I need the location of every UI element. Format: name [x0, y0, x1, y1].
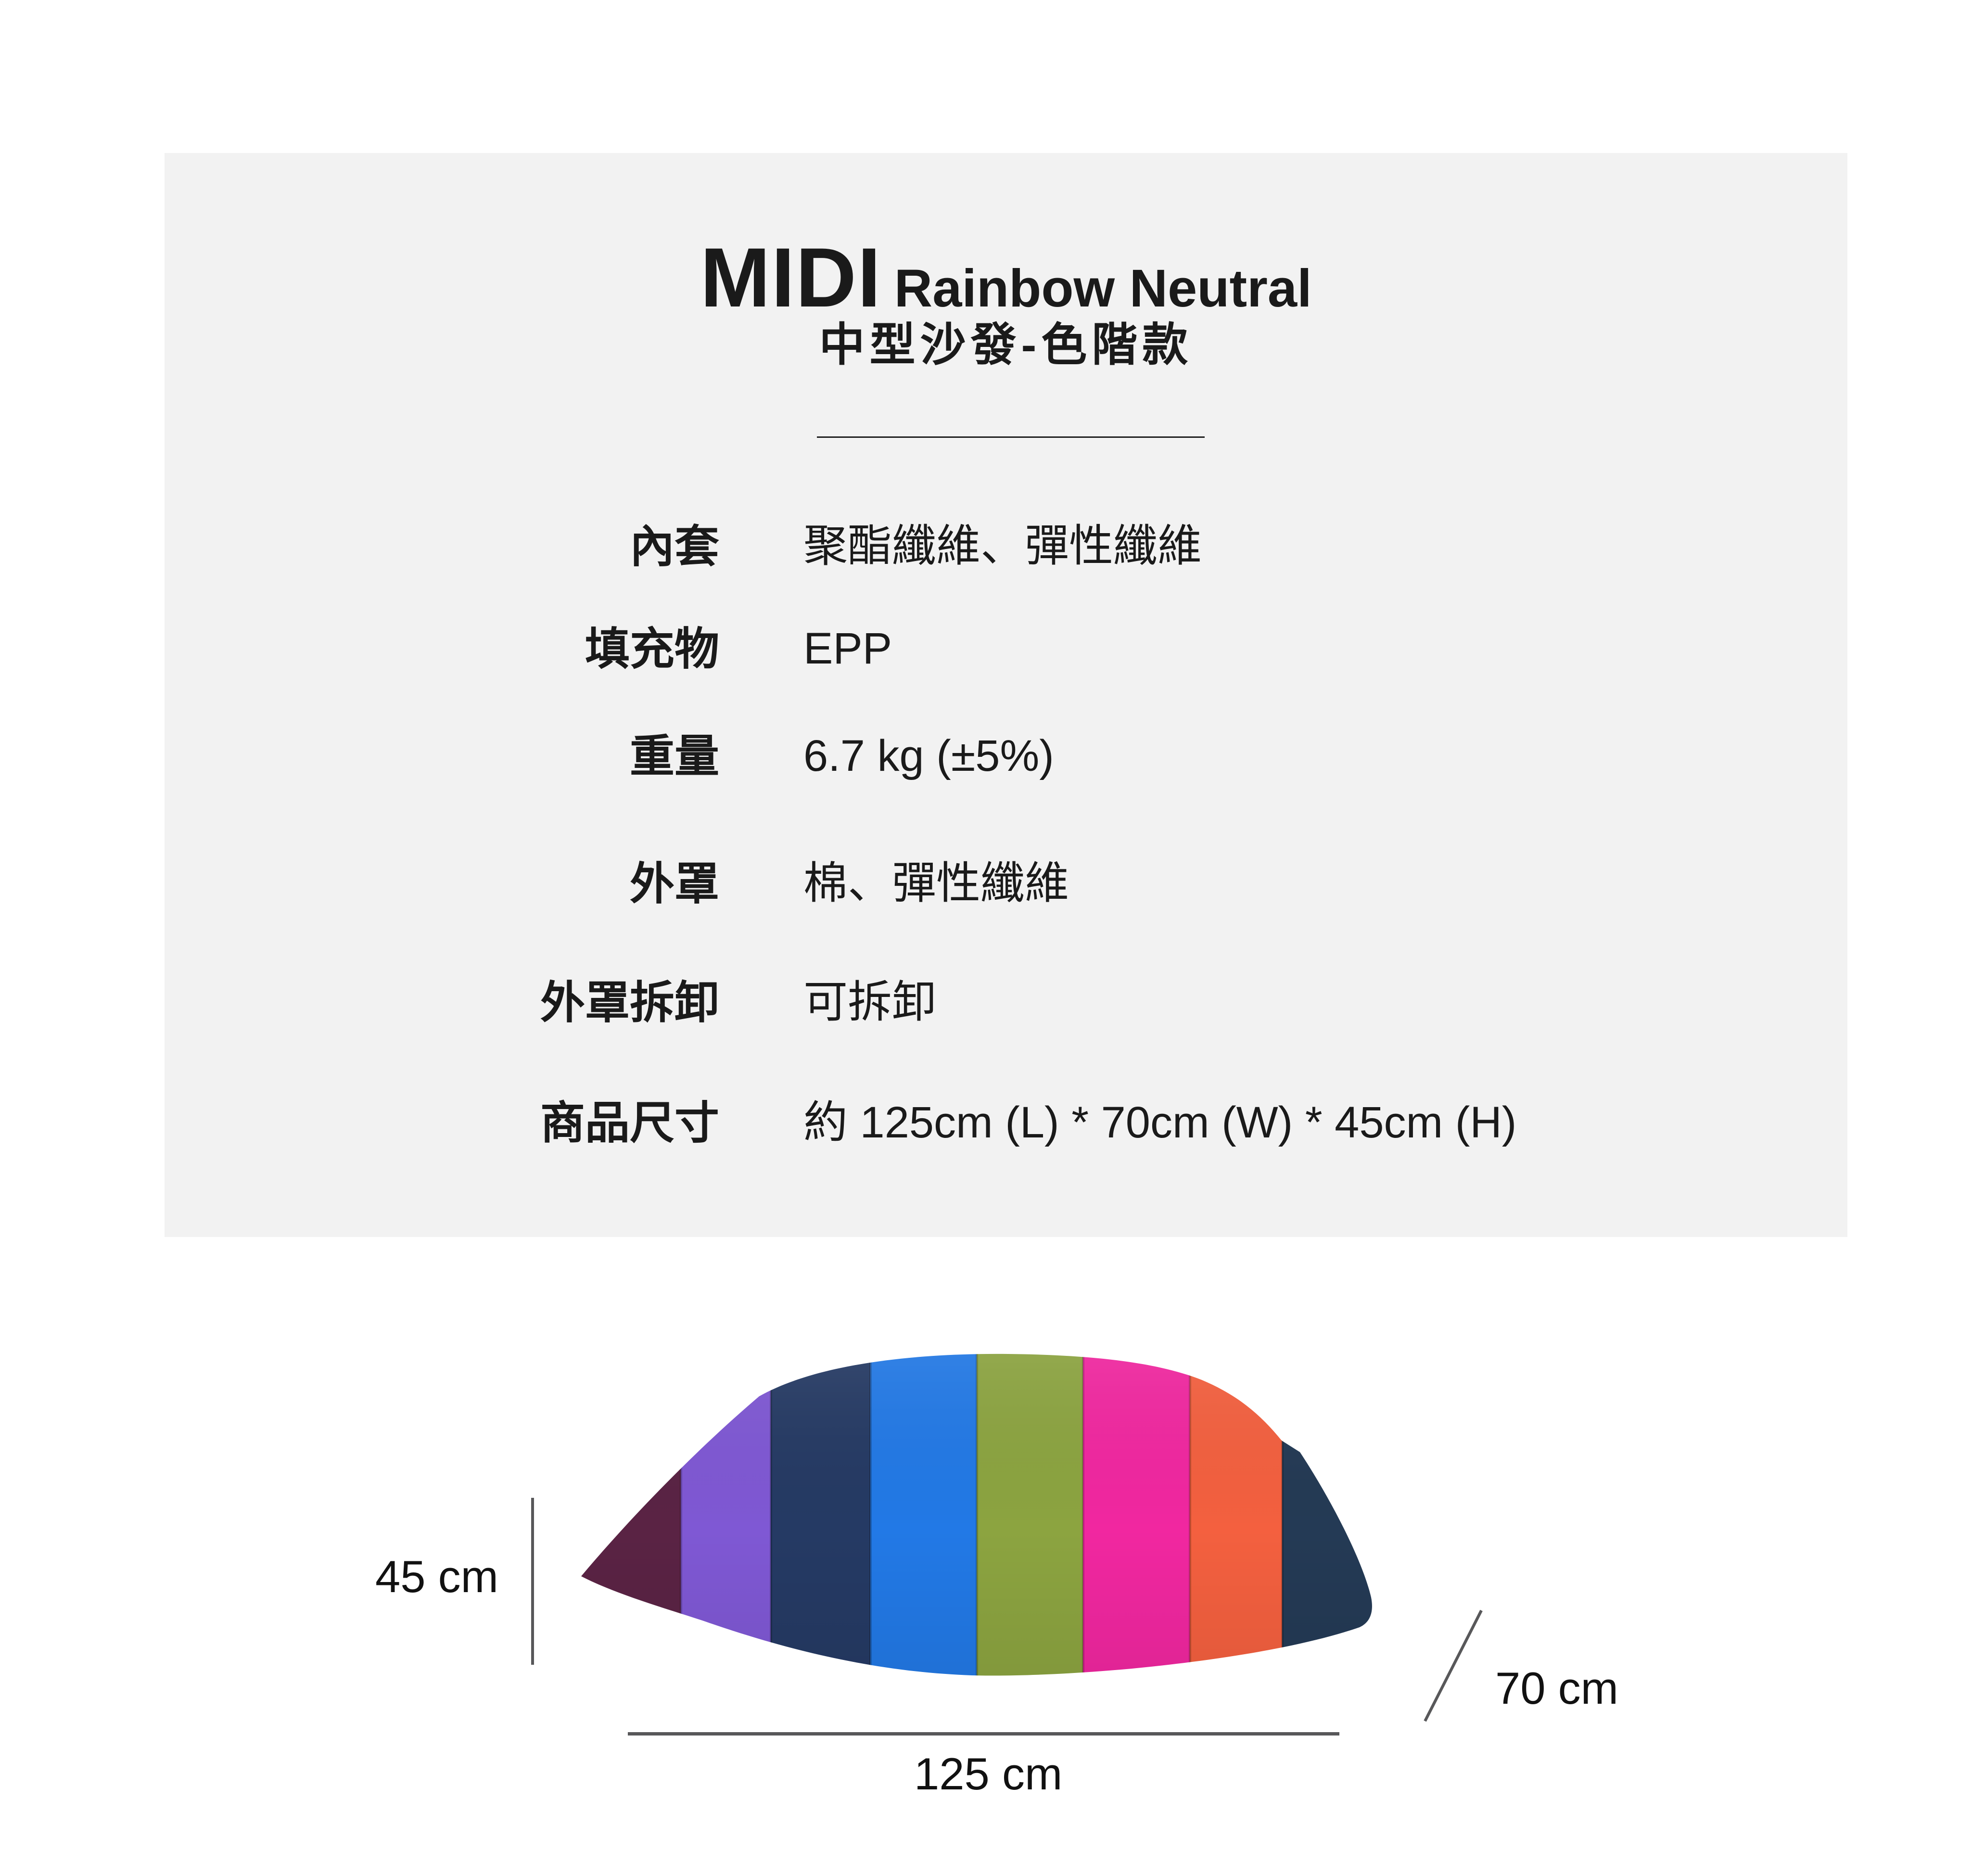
height-dimension-label: 45 cm: [375, 1551, 498, 1602]
spec-label: 內套: [630, 522, 719, 572]
product-name: MIDI: [700, 231, 882, 325]
bag-shading-overlay: [581, 1353, 1372, 1676]
spec-value: EPP: [803, 624, 892, 673]
spec-label: 外罩拆卸: [540, 978, 719, 1028]
spec-label: 重量: [630, 731, 719, 781]
depth-dimension-label: 70 cm: [1495, 1663, 1618, 1713]
spec-value: 棉、彈性纖維: [803, 859, 1069, 908]
spec-row-product-size: 商品尺寸 約 125cm (L) * 70cm (W) * 45cm (H): [165, 1098, 1847, 1160]
spec-value: 聚酯纖維、彈性纖維: [803, 522, 1202, 571]
spec-row-weight: 重量 6.7 kg (±5%): [165, 731, 1847, 793]
spec-row-inner-cover: 內套 聚酯纖維、彈性纖維: [165, 521, 1847, 584]
spec-row-filling: 填充物 EPP: [165, 624, 1847, 686]
spec-value: 6.7 kg (±5%): [803, 731, 1054, 780]
product-subtitle: 中型沙發-色階款: [819, 319, 1193, 370]
spec-row-cover-removable: 外罩拆卸 可拆卸: [165, 977, 1847, 1040]
title-divider: [817, 436, 1205, 438]
length-dimension-label: 125 cm: [914, 1748, 1063, 1799]
spec-value: 約 125cm (L) * 70cm (W) * 45cm (H): [803, 1098, 1517, 1147]
product-variant: Rainbow Neutral: [894, 259, 1312, 318]
spec-value: 可拆卸: [803, 978, 937, 1027]
depth-dimension-line: [1424, 1609, 1483, 1722]
bean-bag-illustration: [581, 1353, 1372, 1676]
spec-label: 外罩: [630, 859, 719, 909]
spec-label: 商品尺寸: [540, 1098, 719, 1148]
spec-row-outer-cover: 外罩 棉、彈性纖維: [165, 858, 1847, 921]
product-title: MIDI Rainbow Neutral: [165, 236, 1847, 320]
length-dimension-line: [628, 1732, 1339, 1736]
spec-label: 填充物: [585, 624, 719, 674]
height-dimension-line: [531, 1498, 534, 1665]
spec-panel: MIDI Rainbow Neutral 中型沙發-色階款 內套 聚酯纖維、彈性纖…: [165, 153, 1847, 1237]
